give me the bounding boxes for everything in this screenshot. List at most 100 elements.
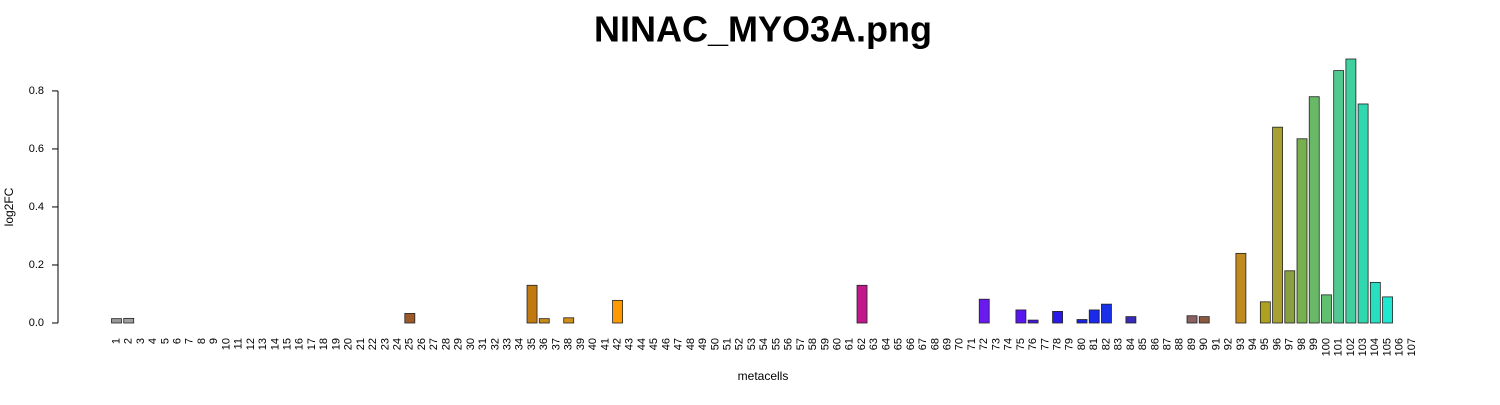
y-tick-label: 0.2 bbox=[29, 259, 44, 271]
x-tick-label: 22 bbox=[367, 338, 379, 350]
x-tick-label: 44 bbox=[636, 338, 648, 350]
x-tick-label: 105 bbox=[1381, 338, 1393, 356]
x-tick-label: 10 bbox=[220, 338, 232, 350]
x-tick-label: 61 bbox=[844, 338, 856, 350]
bar bbox=[612, 299, 623, 324]
x-tick-label: 21 bbox=[355, 338, 367, 350]
y-tick-label: 0.6 bbox=[29, 143, 44, 155]
x-tick-label: 3 bbox=[135, 338, 147, 344]
x-tick-label: 89 bbox=[1186, 338, 1198, 350]
x-tick-label: 1 bbox=[110, 338, 122, 344]
x-tick-label: 90 bbox=[1198, 338, 1210, 350]
x-tick-label: 20 bbox=[343, 338, 355, 350]
bar bbox=[1259, 301, 1271, 324]
bar bbox=[1296, 138, 1308, 324]
y-tick-label: 0.4 bbox=[29, 201, 44, 213]
x-tick-label: 17 bbox=[306, 338, 318, 350]
x-tick-label: 26 bbox=[416, 338, 428, 350]
x-tick-label: 59 bbox=[819, 338, 831, 350]
x-tick-label: 34 bbox=[514, 338, 526, 350]
x-tick-label: 23 bbox=[379, 338, 391, 350]
bar bbox=[111, 318, 122, 324]
bar bbox=[1052, 310, 1063, 324]
x-tick-label: 92 bbox=[1223, 338, 1235, 350]
x-tick-label: 2 bbox=[123, 338, 135, 344]
x-tick-label: 45 bbox=[648, 338, 660, 350]
x-tick-label: 95 bbox=[1259, 338, 1271, 350]
x-tick-label: 80 bbox=[1076, 338, 1088, 350]
bar bbox=[123, 317, 135, 324]
x-tick-label: 6 bbox=[172, 338, 184, 344]
x-tick-label: 13 bbox=[257, 338, 269, 350]
x-tick-label: 58 bbox=[807, 338, 819, 350]
x-tick-label: 66 bbox=[905, 338, 917, 350]
y-tick-label: 0.8 bbox=[29, 85, 44, 97]
bar bbox=[1186, 315, 1198, 324]
bar bbox=[1321, 294, 1332, 324]
x-tick-label: 71 bbox=[966, 338, 978, 350]
x-tick-label: 57 bbox=[795, 338, 807, 350]
x-tick-label: 52 bbox=[734, 338, 746, 350]
x-tick-label: 51 bbox=[721, 338, 733, 350]
x-tick-label: 40 bbox=[587, 338, 599, 350]
bar bbox=[1333, 70, 1345, 324]
x-tick-label: 93 bbox=[1235, 338, 1247, 350]
x-tick-label: 79 bbox=[1064, 338, 1076, 350]
x-tick-label: 100 bbox=[1320, 338, 1332, 356]
x-tick-label: 12 bbox=[245, 338, 257, 350]
x-tick-label: 67 bbox=[917, 338, 929, 350]
x-tick-label: 41 bbox=[599, 338, 611, 350]
bar bbox=[1308, 96, 1320, 324]
bar bbox=[1382, 296, 1393, 324]
x-tick-label: 73 bbox=[990, 338, 1002, 350]
x-tick-label: 50 bbox=[709, 338, 721, 350]
x-tick-label: 37 bbox=[550, 338, 562, 350]
x-tick-label: 97 bbox=[1284, 338, 1296, 350]
x-tick-label: 36 bbox=[538, 338, 550, 350]
x-tick-label: 68 bbox=[929, 338, 941, 350]
x-tick-label: 56 bbox=[783, 338, 795, 350]
x-tick-label: 47 bbox=[673, 338, 685, 350]
x-tick-label: 65 bbox=[893, 338, 905, 350]
x-tick-label: 32 bbox=[489, 338, 501, 350]
x-tick-label: 88 bbox=[1174, 338, 1186, 350]
x-tick-label: 33 bbox=[502, 338, 514, 350]
x-tick-label: 48 bbox=[685, 338, 697, 350]
x-tick-label: 101 bbox=[1333, 338, 1345, 356]
x-tick-label: 38 bbox=[563, 338, 575, 350]
x-tick-label: 15 bbox=[282, 338, 294, 350]
x-tick-label: 75 bbox=[1015, 338, 1027, 350]
chart-title: NINAC_MYO3A.png bbox=[594, 9, 932, 50]
x-tick-label: 62 bbox=[856, 338, 868, 350]
x-tick-label: 19 bbox=[330, 338, 342, 350]
x-tick-label: 74 bbox=[1003, 338, 1015, 350]
x-tick-label: 49 bbox=[697, 338, 709, 350]
x-tick-label: 39 bbox=[575, 338, 587, 350]
bar bbox=[1125, 316, 1137, 324]
bar bbox=[526, 284, 538, 324]
x-tick-label: 35 bbox=[526, 338, 538, 350]
bar bbox=[1284, 270, 1296, 324]
bar bbox=[1198, 316, 1210, 324]
x-tick-label: 86 bbox=[1149, 338, 1161, 350]
x-tick-label: 69 bbox=[941, 338, 953, 350]
bar bbox=[978, 298, 990, 324]
x-tick-label: 25 bbox=[404, 338, 416, 350]
x-tick-label: 107 bbox=[1406, 338, 1418, 356]
x-tick-label: 60 bbox=[831, 338, 843, 350]
x-tick-label: 28 bbox=[440, 338, 452, 350]
x-tick-label: 77 bbox=[1039, 338, 1051, 350]
x-tick-label: 81 bbox=[1088, 338, 1100, 350]
bar bbox=[1345, 58, 1357, 324]
x-tick-label: 9 bbox=[208, 338, 220, 344]
x-tick-label: 103 bbox=[1357, 338, 1369, 356]
x-tick-label: 42 bbox=[611, 338, 623, 350]
x-tick-label: 8 bbox=[196, 338, 208, 344]
x-tick-label: 4 bbox=[147, 338, 159, 344]
x-tick-label: 85 bbox=[1137, 338, 1149, 350]
bar bbox=[563, 317, 575, 324]
x-tick-label: 78 bbox=[1051, 338, 1063, 350]
x-tick-label: 55 bbox=[770, 338, 782, 350]
bar bbox=[1027, 319, 1039, 324]
